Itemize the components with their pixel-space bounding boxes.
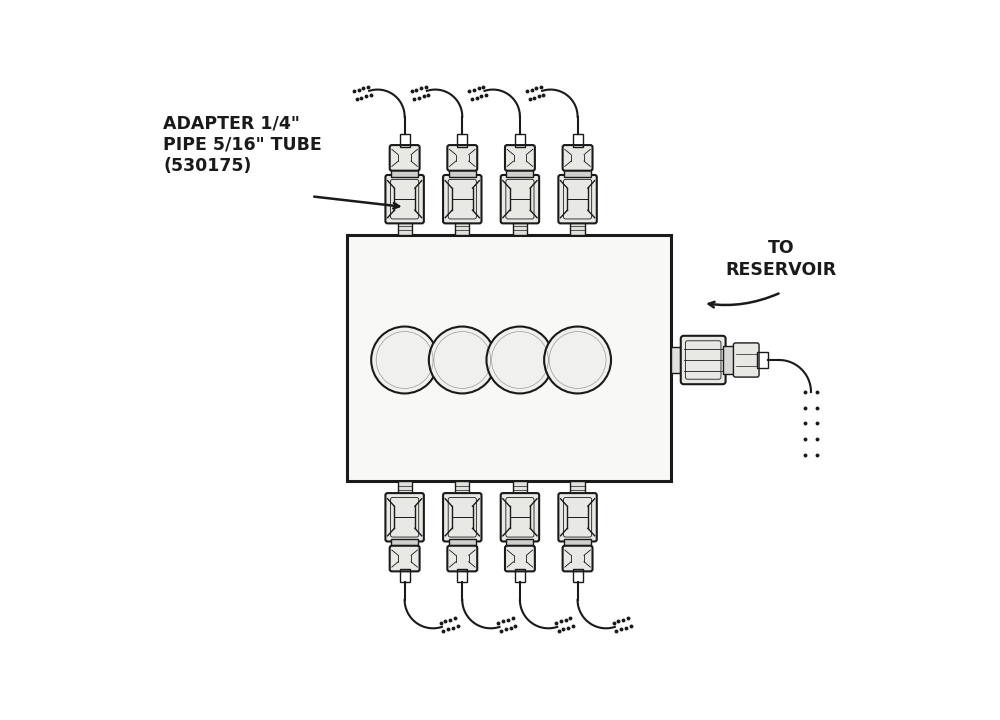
Bar (457, 135, 467, 147)
Bar (400, 135, 410, 147)
Bar (570, 221, 585, 235)
Bar (671, 347, 684, 373)
Circle shape (371, 327, 438, 393)
Bar (457, 570, 467, 582)
Bar (398, 221, 412, 235)
Bar (347, 235, 671, 481)
Bar (573, 570, 583, 582)
Bar (515, 570, 525, 582)
Text: TO
RESERVOIR: TO RESERVOIR (725, 239, 837, 279)
Text: ADAPTER 1/4"
PIPE 5/16" TUBE
(530175): ADAPTER 1/4" PIPE 5/16" TUBE (530175) (163, 114, 322, 176)
Bar (570, 481, 585, 495)
Bar (513, 221, 527, 235)
Bar (391, 539, 418, 548)
FancyBboxPatch shape (563, 145, 593, 171)
Bar (723, 346, 736, 374)
Bar (573, 135, 583, 147)
FancyBboxPatch shape (447, 145, 477, 171)
Bar (449, 168, 476, 177)
Bar (515, 135, 525, 147)
FancyBboxPatch shape (558, 175, 597, 223)
FancyBboxPatch shape (563, 546, 593, 572)
Bar (455, 221, 469, 235)
FancyBboxPatch shape (443, 493, 481, 541)
Bar (449, 539, 476, 548)
FancyBboxPatch shape (733, 343, 759, 377)
FancyBboxPatch shape (558, 493, 597, 541)
FancyBboxPatch shape (385, 493, 424, 541)
FancyBboxPatch shape (443, 175, 481, 223)
Bar (398, 481, 412, 495)
FancyBboxPatch shape (501, 493, 539, 541)
Bar (455, 481, 469, 495)
FancyBboxPatch shape (505, 145, 535, 171)
FancyBboxPatch shape (447, 546, 477, 572)
Bar (506, 168, 533, 177)
Bar (757, 352, 768, 368)
Bar (400, 570, 410, 582)
FancyBboxPatch shape (505, 546, 535, 572)
FancyBboxPatch shape (681, 336, 726, 384)
Bar (513, 481, 527, 495)
Bar (391, 168, 418, 177)
FancyBboxPatch shape (385, 175, 424, 223)
Circle shape (486, 327, 553, 393)
FancyBboxPatch shape (390, 546, 420, 572)
Bar (564, 539, 591, 548)
FancyBboxPatch shape (390, 145, 420, 171)
FancyBboxPatch shape (501, 175, 539, 223)
Circle shape (429, 327, 496, 393)
Bar (506, 539, 533, 548)
Bar (564, 168, 591, 177)
Circle shape (544, 327, 611, 393)
